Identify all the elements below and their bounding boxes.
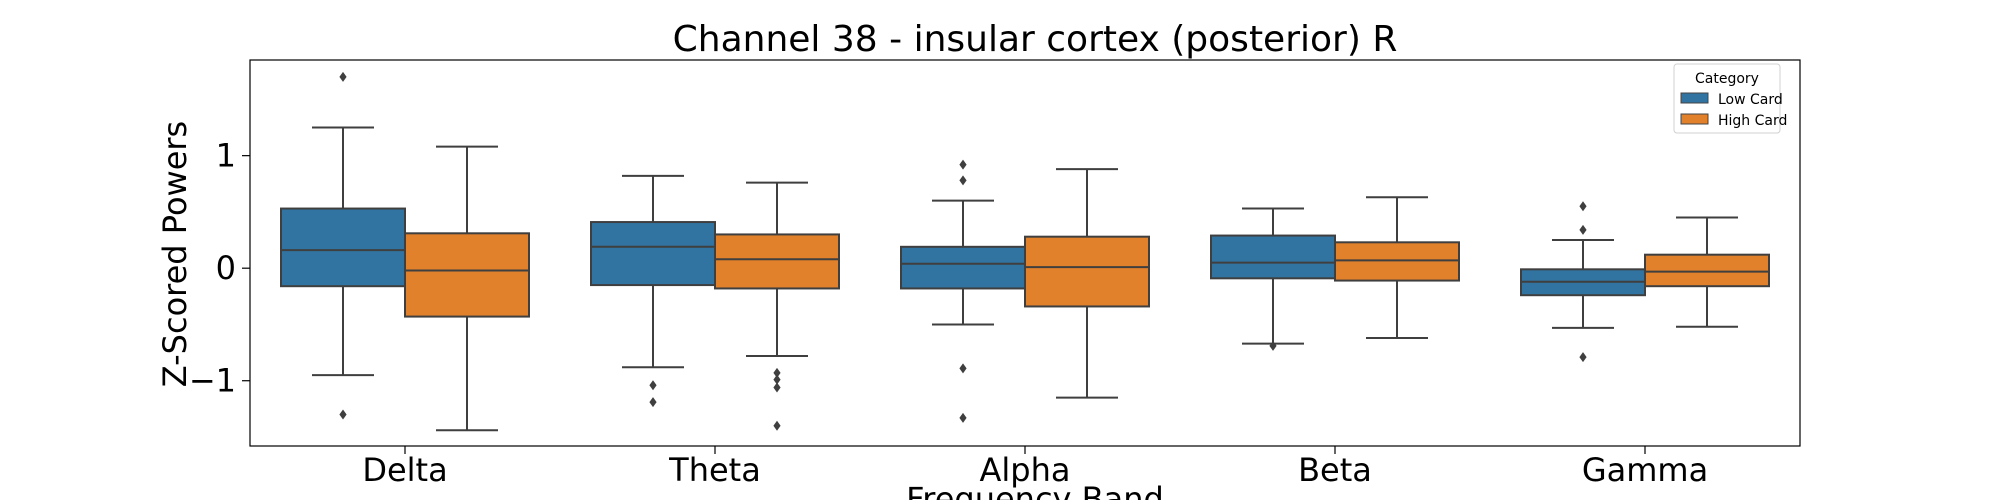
x-tick-label-delta: Delta xyxy=(362,451,447,489)
x-tick-label-gamma: Gamma xyxy=(1582,451,1708,489)
chart-title: Channel 38 - insular cortex (posterior) … xyxy=(673,19,1398,60)
outlier-high-card-theta-1 xyxy=(773,374,781,385)
legend-label-high-card: High Card xyxy=(1718,113,1787,129)
outlier-low-card-beta-0 xyxy=(1269,340,1277,351)
y-tick-label-0: 1 xyxy=(216,137,236,175)
outlier-low-card-theta-0 xyxy=(649,380,657,391)
outlier-high-card-theta-3 xyxy=(773,420,781,431)
box-high-card-alpha xyxy=(1024,235,1150,308)
y-tick-label-1: 0 xyxy=(216,249,236,287)
outlier-low-card-delta-1 xyxy=(339,409,347,420)
y-tick-label-2: −1 xyxy=(189,362,236,400)
box-high-card-gamma xyxy=(1644,253,1770,288)
outlier-low-card-gamma-0 xyxy=(1579,201,1587,212)
legend-swatch-low-card xyxy=(1680,92,1709,104)
outlier-high-card-theta-0 xyxy=(773,367,781,378)
plot-area xyxy=(280,71,1770,432)
box-high-card-delta xyxy=(404,232,530,318)
legend-title: Category xyxy=(1695,71,1759,87)
outlier-low-card-gamma-1 xyxy=(1579,224,1587,235)
outlier-low-card-alpha-3 xyxy=(959,412,967,423)
axes: 1 0 −1 Delta Theta Alpha Beta Gamma xyxy=(189,59,1801,489)
outlier-low-card-alpha-1 xyxy=(959,175,967,186)
box-high-card-theta xyxy=(714,233,840,290)
outlier-low-card-alpha-0 xyxy=(959,159,967,170)
x-tick-label-theta: Theta xyxy=(668,451,761,489)
outlier-low-card-theta-1 xyxy=(649,397,657,408)
legend-label-low-card: Low Card xyxy=(1718,92,1783,108)
outlier-low-card-alpha-2 xyxy=(959,363,967,374)
box-low-card-theta xyxy=(590,221,716,287)
outlier-high-card-theta-2 xyxy=(773,382,781,393)
box-low-card-delta xyxy=(280,207,406,288)
y-axis-label: Z-Scored Powers xyxy=(156,121,194,387)
legend: Category Low Card High Card xyxy=(1673,63,1787,134)
box-low-card-alpha xyxy=(900,245,1026,290)
box-high-card-beta xyxy=(1334,241,1460,282)
outlier-low-card-gamma-2 xyxy=(1579,352,1587,363)
box-low-card-beta xyxy=(1210,234,1336,280)
x-tick-label-alpha: Alpha xyxy=(980,451,1071,489)
x-tick-label-beta: Beta xyxy=(1298,451,1372,489)
legend-swatch-high-card xyxy=(1680,113,1709,125)
outlier-low-card-delta-0 xyxy=(339,71,347,82)
